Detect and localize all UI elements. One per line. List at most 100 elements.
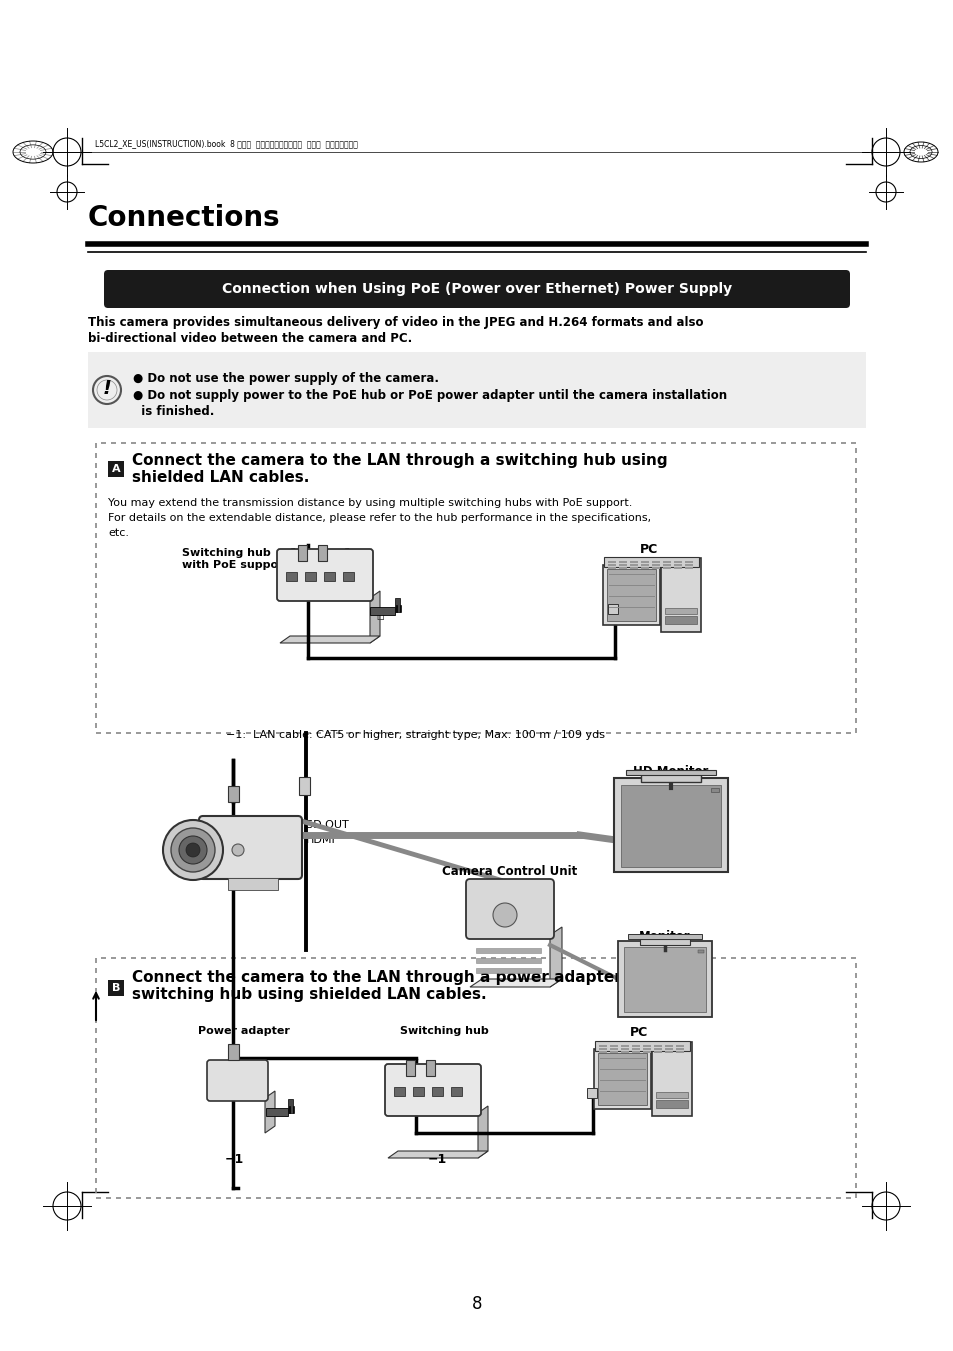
Bar [639, 939, 689, 944]
Bar [451, 1088, 461, 1096]
Bar [305, 571, 315, 581]
Polygon shape [470, 979, 561, 988]
Text: −1: −1 [428, 1152, 447, 1166]
Text: Connections: Connections [88, 204, 280, 232]
Bar [620, 1046, 628, 1047]
Text: Connection when Using PoE (Power over Ethernet) Power Supply: Connection when Using PoE (Power over Et… [222, 282, 731, 296]
Bar [656, 1092, 687, 1098]
Bar [662, 567, 670, 569]
Bar [625, 770, 716, 775]
Bar [629, 561, 638, 563]
Bar [676, 1046, 683, 1047]
Bar [108, 979, 124, 996]
Bar [673, 567, 681, 569]
Text: HDMI: HDMI [306, 835, 335, 844]
FancyBboxPatch shape [465, 880, 554, 939]
Text: Camera Control Unit: Camera Control Unit [442, 865, 577, 878]
FancyBboxPatch shape [602, 565, 659, 626]
Text: This camera provides simultaneous delivery of video in the JPEG and H.264 format: This camera provides simultaneous delive… [88, 316, 702, 330]
Bar [631, 1051, 639, 1052]
Bar [266, 1108, 288, 1116]
Bar [609, 1046, 618, 1047]
Circle shape [493, 902, 517, 927]
Bar [629, 563, 638, 566]
Bar [607, 561, 616, 563]
FancyBboxPatch shape [618, 942, 711, 1017]
Text: Switching hub
with PoE support: Switching hub with PoE support [182, 549, 289, 570]
FancyBboxPatch shape [614, 778, 727, 871]
Bar [620, 1048, 628, 1050]
Polygon shape [265, 1092, 274, 1133]
Text: Power adapter: Power adapter [198, 1025, 290, 1036]
Text: PC: PC [629, 1025, 648, 1039]
FancyBboxPatch shape [594, 1048, 650, 1109]
FancyBboxPatch shape [385, 1065, 480, 1116]
Bar [286, 571, 296, 581]
FancyBboxPatch shape [199, 816, 302, 880]
Bar [413, 1088, 423, 1096]
Text: SD OUT: SD OUT [306, 820, 349, 830]
Text: is finished.: is finished. [132, 405, 214, 417]
Bar [651, 561, 659, 563]
Bar [662, 561, 670, 563]
Bar [673, 561, 681, 563]
Bar [642, 1048, 650, 1050]
Polygon shape [550, 927, 561, 988]
Text: HD Monitor: HD Monitor [633, 765, 708, 778]
Bar [662, 563, 670, 566]
Bar [640, 567, 648, 569]
Text: shielded LAN cables.: shielded LAN cables. [132, 470, 309, 485]
Bar [297, 544, 307, 561]
Text: L5CL2_XE_US(INSTRUCTION).book  8 ページ  ２００８年８月２５日  月曜日  午後３時４３分: L5CL2_XE_US(INSTRUCTION).book 8 ページ ２００８… [95, 139, 357, 149]
Circle shape [232, 844, 244, 857]
Bar [298, 777, 310, 794]
Polygon shape [280, 636, 379, 643]
Bar [618, 561, 626, 563]
Text: −1:  LAN cable: CAT5 or higher, straight type, Max. 100 m / 109 yds: −1: LAN cable: CAT5 or higher, straight … [226, 730, 604, 740]
Bar [598, 1052, 646, 1105]
FancyBboxPatch shape [660, 558, 700, 632]
Bar [607, 604, 618, 613]
Bar [698, 950, 703, 952]
Bar [673, 563, 681, 566]
Text: ● Do not supply power to the PoE hub or PoE power adapter until the camera insta: ● Do not supply power to the PoE hub or … [132, 389, 726, 403]
FancyBboxPatch shape [104, 270, 849, 308]
Bar [395, 598, 399, 612]
Bar [654, 1046, 661, 1047]
Text: B: B [112, 984, 120, 993]
Text: For details on the extendable distance, please refer to the hub performance in t: For details on the extendable distance, … [108, 513, 651, 523]
Bar [640, 563, 648, 566]
Polygon shape [388, 1151, 488, 1158]
Bar [598, 1046, 606, 1047]
FancyBboxPatch shape [651, 1042, 691, 1116]
Bar [664, 608, 697, 613]
Bar [426, 1061, 435, 1075]
Bar [623, 947, 705, 1012]
Text: −1: −1 [225, 1152, 244, 1166]
Bar [618, 563, 626, 566]
Bar [676, 1051, 683, 1052]
Bar [664, 1046, 672, 1047]
Bar [620, 1051, 628, 1052]
Text: Connect the camera to the LAN through a switching hub using: Connect the camera to the LAN through a … [132, 453, 667, 467]
Bar [228, 878, 277, 890]
Bar [343, 571, 354, 581]
Bar [684, 561, 692, 563]
Bar [631, 1048, 639, 1050]
Polygon shape [477, 1106, 488, 1158]
Bar [228, 786, 239, 802]
Bar [642, 1046, 650, 1047]
Text: Monitor: Monitor [639, 929, 690, 943]
Text: −1: −1 [334, 547, 353, 561]
Bar [627, 934, 701, 939]
Circle shape [171, 828, 214, 871]
Bar [406, 1061, 415, 1075]
Bar [606, 569, 656, 621]
Bar [228, 1044, 239, 1061]
Bar [324, 571, 335, 581]
Text: You may extend the transmission distance by using multiple switching hubs with P: You may extend the transmission distance… [108, 499, 632, 508]
FancyBboxPatch shape [276, 549, 373, 601]
Bar [629, 567, 638, 569]
Bar [595, 1042, 689, 1051]
Bar [607, 563, 616, 566]
